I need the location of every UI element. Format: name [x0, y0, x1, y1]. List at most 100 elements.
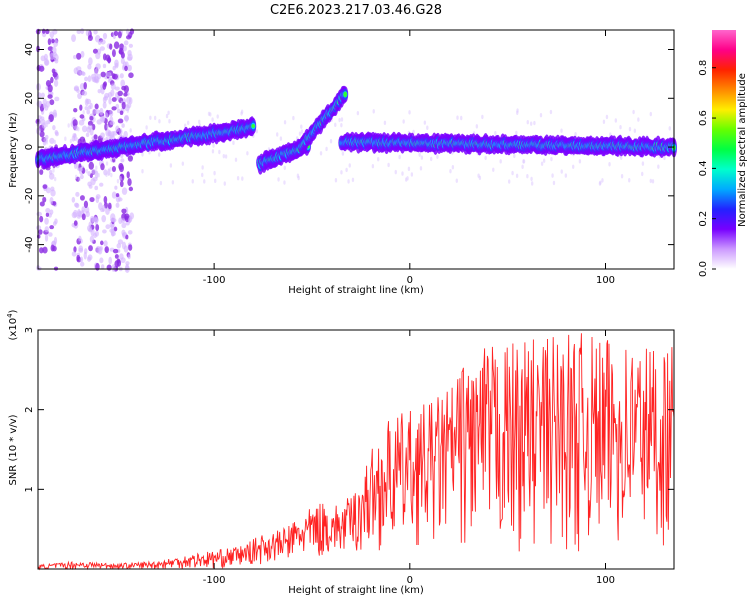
spectrogram-noise-cell: [78, 235, 82, 242]
spectrogram-noise-cell: [36, 100, 42, 108]
spectrogram-noise-cell: [88, 57, 93, 66]
spectrogram-noise-cell: [127, 64, 132, 72]
spectrogram-speck: [522, 159, 526, 164]
spectrogram-speck: [663, 155, 666, 161]
spectrogram-ticks: -100 0 100 -40 -20 0 20 40: [24, 30, 674, 286]
snr-marks: [37, 333, 675, 571]
spectrogram-speck: [246, 151, 249, 156]
spectrogram-noise-cell: [102, 32, 108, 40]
spectrogram-speck: [198, 119, 201, 125]
colorbar: 0.0 0.2 0.4 0.6 0.8 Normalized spectral ampl…: [698, 30, 748, 277]
spectrogram-speck: [475, 124, 479, 129]
spectrogram-noise-cell: [81, 90, 88, 96]
spectrogram-noise-cell: [111, 191, 117, 199]
spectrogram-speck: [109, 167, 112, 172]
spectrogram-noise-cell: [71, 34, 76, 42]
spectrogram-noise-cell: [110, 223, 115, 231]
snr-xtick-label: 0: [407, 575, 413, 586]
spectrogram-speck: [641, 161, 645, 166]
spectrogram-noise-cell: [79, 195, 85, 201]
snr-ylabel: SNR (10 * v/v): [8, 414, 19, 485]
spectrogram-noise-cell: [45, 207, 51, 214]
spectrogram-noise-cell: [120, 158, 125, 163]
spectrogram-speck: [75, 137, 79, 142]
spectrogram-noise-cell: [54, 96, 60, 102]
spectrogram-noise-cell: [87, 63, 92, 70]
spectrogram-noise-cell: [50, 244, 55, 252]
spectrogram-noise-cell: [116, 95, 120, 101]
spectrogram-noise-cell: [120, 257, 126, 264]
spectrogram-noise-cell: [95, 63, 101, 70]
spectrogram-noise-cell: [103, 240, 108, 247]
spectrogram-noise-cell: [123, 130, 128, 139]
spectrogram-noise-cell: [75, 191, 80, 197]
spectrogram-speck: [236, 176, 240, 181]
spectrogram-speck: [377, 157, 380, 162]
spectrogram-speck: [402, 119, 405, 124]
spectrogram-speck: [212, 143, 215, 148]
spectrogram-speck: [334, 122, 337, 128]
spectrogram-speck: [45, 140, 49, 145]
spectrogram-speck: [521, 164, 524, 170]
spectrogram-noise-cell: [75, 202, 80, 209]
spectrogram-noise-cell: [94, 230, 99, 237]
spectrogram-noise-cell: [95, 224, 100, 232]
spectrogram-noise-cell: [91, 168, 97, 175]
spectrogram-speck: [420, 155, 424, 160]
spectrogram-noise-cell: [104, 123, 108, 131]
spectrogram-noise-cell: [121, 85, 127, 91]
spectrogram-speck: [456, 115, 459, 120]
spectrogram-speck: [158, 119, 161, 124]
spectrogram-noise-cell: [39, 130, 45, 138]
spectrogram-noise-cell: [116, 243, 122, 249]
spectrogram-noise-cell: [105, 224, 111, 230]
snr-xtick-label: -100: [203, 575, 226, 586]
spectrogram-noise-cell: [86, 109, 91, 115]
spectrogram-speck: [52, 168, 55, 173]
spectrogram-speck: [216, 114, 219, 119]
spectrogram-speck: [560, 128, 563, 133]
spectrogram-noise-cell: [79, 104, 83, 111]
spectrogram-noise-cell: [101, 204, 106, 212]
spectrogram-noise-cell: [45, 134, 49, 140]
spectrogram-noise-cell: [47, 84, 53, 93]
spectrogram-speck: [601, 178, 604, 183]
spectrogram-speck: [159, 180, 163, 186]
spectrogram-noise-cell: [94, 103, 99, 110]
spectrogram-noise-cell: [105, 71, 112, 78]
snr-xlabel: Height of straight line (km): [288, 585, 424, 596]
spectrogram-speck: [351, 177, 355, 183]
spectrogram-speck: [530, 181, 534, 186]
spectrogram-speck: [283, 180, 286, 185]
spectrogram-speck: [340, 170, 343, 175]
spectrogram-noise-cell: [115, 193, 120, 198]
spectrogram-speck: [53, 139, 57, 145]
spectrogram-noise-cell: [83, 200, 89, 209]
spectrogram-noise-cell: [53, 221, 57, 226]
spectrogram-speck: [564, 173, 568, 178]
spectrogram-noise-cell: [49, 169, 53, 175]
spectrogram-noise-cell: [80, 27, 85, 35]
spectrogram-noise-cell: [102, 229, 107, 234]
spectrogram-speck: [578, 159, 582, 164]
spectrogram-noise-cell: [109, 120, 115, 126]
spectrogram-noise-cell: [89, 197, 95, 203]
spectrogram-speck: [95, 165, 98, 170]
spectrogram-noise-cell: [127, 254, 131, 260]
spectrogram-noise-cell: [114, 62, 119, 69]
spectrogram-noise-cell: [84, 106, 89, 111]
spectrogram-speck: [224, 154, 228, 159]
spectrogram-noise-cell: [99, 257, 104, 264]
spectrogram-speck: [549, 109, 553, 115]
spectrogram-frame: [37, 29, 675, 270]
spectrogram-noise-cell: [76, 29, 82, 35]
spectrogram-speck: [340, 122, 343, 128]
spectrogram-speck: [39, 119, 42, 125]
spectrogram-noise-cell: [42, 196, 47, 203]
spectrogram-noise-cell: [111, 165, 117, 172]
spectrogram-noise-cell: [119, 180, 124, 188]
spectrogram-noise-cell: [73, 107, 78, 113]
spectrogram-noise-cell: [102, 63, 107, 69]
spectrogram-noise-cell: [36, 225, 42, 231]
spectrogram-speck: [168, 119, 171, 124]
